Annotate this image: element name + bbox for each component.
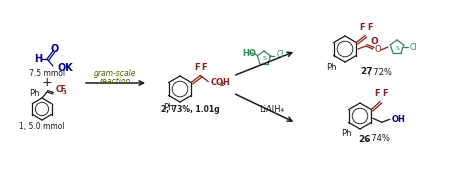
Text: OH: OH — [392, 115, 406, 124]
Text: F: F — [367, 23, 373, 32]
Text: 3: 3 — [63, 89, 67, 95]
Text: 2: 2 — [219, 82, 224, 87]
Text: +: + — [42, 76, 52, 89]
Text: OK: OK — [58, 63, 74, 73]
Text: Cl: Cl — [410, 43, 417, 51]
Text: Ph: Ph — [326, 62, 336, 71]
Text: F: F — [194, 63, 200, 72]
Text: 26: 26 — [359, 135, 371, 143]
Text: S: S — [396, 45, 400, 50]
Text: , 72%: , 72% — [368, 68, 392, 76]
Text: 1, 5.0 mmol: 1, 5.0 mmol — [19, 122, 65, 131]
Text: O: O — [374, 45, 381, 55]
Text: HO: HO — [242, 49, 256, 57]
Text: 27: 27 — [361, 68, 374, 76]
Text: CF: CF — [56, 86, 67, 95]
Text: Ph: Ph — [341, 129, 351, 139]
Text: , 74%: , 74% — [366, 135, 390, 143]
Text: H: H — [34, 54, 42, 64]
Text: 7.5 mmol: 7.5 mmol — [29, 69, 65, 78]
Text: LiAlH₄: LiAlH₄ — [259, 104, 284, 114]
Text: O: O — [370, 37, 378, 47]
Text: F: F — [201, 63, 207, 72]
Text: H: H — [222, 78, 229, 87]
Text: Cl: Cl — [277, 50, 284, 59]
Text: F: F — [374, 89, 380, 98]
Text: F: F — [383, 89, 388, 98]
Text: reaction: reaction — [100, 77, 131, 87]
Text: CO: CO — [210, 78, 223, 87]
Text: Ph: Ph — [29, 89, 39, 97]
Text: gram-scale: gram-scale — [94, 69, 136, 78]
Text: Ph: Ph — [163, 103, 173, 113]
Text: O: O — [51, 43, 59, 54]
Text: S: S — [263, 56, 267, 62]
Text: 2, 73%, 1.01g: 2, 73%, 1.01g — [161, 106, 219, 115]
Text: F: F — [359, 23, 365, 32]
